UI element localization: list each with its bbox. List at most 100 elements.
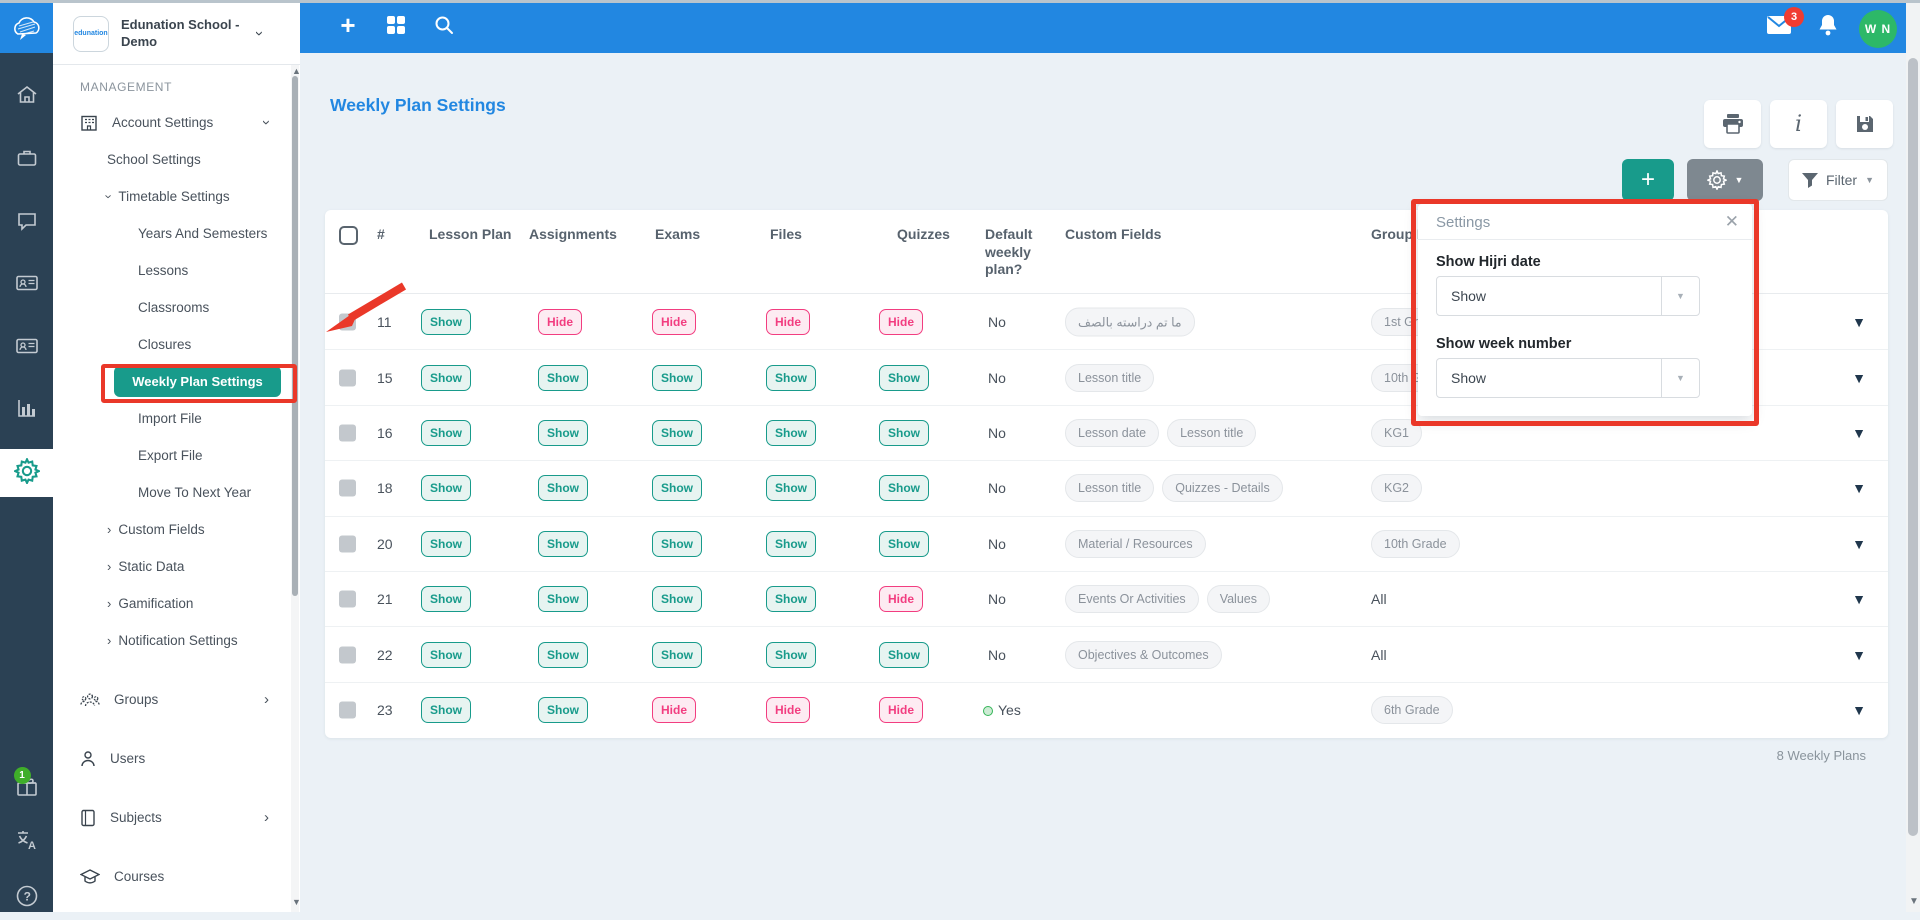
sidebar-item-custom-fields[interactable]: › Custom Fields [53,511,291,548]
add-button[interactable]: + [1622,159,1674,201]
school-selector[interactable]: edunation Edunation School - Demo › [53,3,300,65]
row-checkbox[interactable] [339,424,356,442]
show-badge[interactable]: Show [652,364,702,391]
rail-item-id-card[interactable] [0,326,53,370]
row-checkbox[interactable] [339,590,356,608]
show-badge[interactable]: Show [538,364,588,391]
hide-badge[interactable]: Hide [879,696,924,723]
sidebar-scroll-down-arrow[interactable]: ▼ [292,897,301,907]
avatar[interactable]: W N [1859,10,1897,48]
sidebar-scrollbar-thumb[interactable] [292,76,298,596]
setting-select-show-week-number[interactable]: Show ▼ [1436,358,1700,398]
sidebar-item-subjects[interactable]: Subjects › [53,799,291,836]
rail-item-gear[interactable] [0,449,53,497]
show-badge[interactable]: Show [766,641,816,668]
show-badge[interactable]: Show [421,641,471,668]
sidebar-item-static-data[interactable]: › Static Data [53,548,291,585]
show-badge[interactable]: Show [652,641,702,668]
row-expand-arrow[interactable]: ▼ [1852,591,1866,608]
print-button[interactable] [1704,100,1761,148]
select-all-checkbox[interactable] [339,226,358,245]
row-checkbox[interactable] [339,479,356,497]
save-button[interactable] [1836,100,1893,148]
rail-item-home[interactable] [0,75,53,119]
rail-item-bar-chart[interactable] [0,388,53,432]
page-scrollbar-thumb[interactable] [1908,58,1918,836]
row-checkbox[interactable] [339,313,356,331]
show-badge[interactable]: Show [421,419,471,446]
rail-item-translate[interactable]: A [0,820,53,864]
show-badge[interactable]: Show [766,475,816,502]
settings-dropdown-button[interactable]: ▼ [1687,159,1763,201]
setting-select-show-hijri-date[interactable]: Show ▼ [1436,276,1700,316]
show-badge[interactable]: Show [766,364,816,391]
show-badge[interactable]: Show [652,530,702,557]
show-badge[interactable]: Show [538,530,588,557]
sidebar-item-classrooms[interactable]: Classrooms [53,289,291,326]
row-expand-arrow[interactable]: ▼ [1852,535,1866,552]
row-expand-arrow[interactable]: ▼ [1852,480,1866,497]
sidebar-item-account-settings[interactable]: Account Settings › [53,104,291,141]
show-badge[interactable]: Show [538,586,588,613]
sidebar-item-export-file[interactable]: Export File [53,437,291,474]
notifications-bell-icon[interactable] [1812,0,1844,50]
search-icon[interactable] [428,0,460,50]
topbar-add-button[interactable]: + [340,9,356,40]
row-expand-arrow[interactable]: ▼ [1852,646,1866,663]
row-expand-arrow[interactable]: ▼ [1852,369,1866,386]
show-badge[interactable]: Show [421,530,471,557]
rail-item-help[interactable]: ? [0,876,53,920]
close-icon[interactable]: ✕ [1724,212,1739,231]
row-checkbox[interactable] [339,369,356,387]
row-expand-arrow[interactable]: ▼ [1852,424,1866,441]
sidebar-item-notification-settings[interactable]: › Notification Settings [53,622,291,659]
show-badge[interactable]: Show [879,364,929,391]
show-badge[interactable]: Show [421,696,471,723]
sidebar-scroll-up-arrow[interactable]: ▲ [292,66,301,76]
row-expand-arrow[interactable]: ▼ [1852,701,1866,718]
sidebar-item-closures[interactable]: Closures [53,326,291,363]
filter-button[interactable]: Filter ▼ [1788,159,1888,201]
row-expand-arrow[interactable]: ▼ [1852,313,1866,330]
rail-item-briefcase[interactable] [0,138,53,182]
app-logo[interactable] [0,3,53,53]
sidebar-item-move-to-next-year[interactable]: Move To Next Year [53,474,291,511]
show-badge[interactable]: Show [766,419,816,446]
hide-badge[interactable]: Hide [879,586,924,613]
hide-badge[interactable]: Hide [652,696,697,723]
show-badge[interactable]: Show [538,641,588,668]
show-badge[interactable]: Show [766,530,816,557]
hide-badge[interactable]: Hide [538,308,583,335]
hide-badge[interactable]: Hide [652,308,697,335]
show-badge[interactable]: Show [766,586,816,613]
show-badge[interactable]: Show [652,475,702,502]
sidebar-item-gamification[interactable]: › Gamification [53,585,291,622]
row-checkbox[interactable] [339,701,356,719]
show-badge[interactable]: Show [879,475,929,502]
apps-grid-icon[interactable] [380,0,412,50]
show-badge[interactable]: Show [421,475,471,502]
show-badge[interactable]: Show [879,530,929,557]
show-badge[interactable]: Show [421,308,471,335]
sidebar-item-lessons[interactable]: Lessons [53,252,291,289]
hide-badge[interactable]: Hide [879,308,924,335]
sidebar-item-timetable-settings[interactable]: › Timetable Settings [53,178,291,215]
sidebar-item-years-and-semesters[interactable]: Years And Semesters [53,215,291,252]
show-badge[interactable]: Show [538,419,588,446]
sidebar-item-groups[interactable]: Groups › [53,681,291,718]
show-badge[interactable]: Show [879,641,929,668]
row-checkbox[interactable] [339,646,356,664]
show-badge[interactable]: Show [538,696,588,723]
sidebar-item-school-settings[interactable]: School Settings [53,141,291,178]
show-badge[interactable]: Show [879,419,929,446]
show-badge[interactable]: Show [538,475,588,502]
sidebar-item-users[interactable]: Users [53,740,291,777]
show-badge[interactable]: Show [652,419,702,446]
hide-badge[interactable]: Hide [766,308,811,335]
row-checkbox[interactable] [339,535,356,553]
rail-item-gift[interactable]: 1 [0,766,53,810]
sidebar-item-weekly-plan-settings[interactable]: Weekly Plan Settings [114,366,281,397]
info-button[interactable]: i [1770,100,1827,148]
rail-item-chat[interactable] [0,201,53,245]
hide-badge[interactable]: Hide [766,696,811,723]
